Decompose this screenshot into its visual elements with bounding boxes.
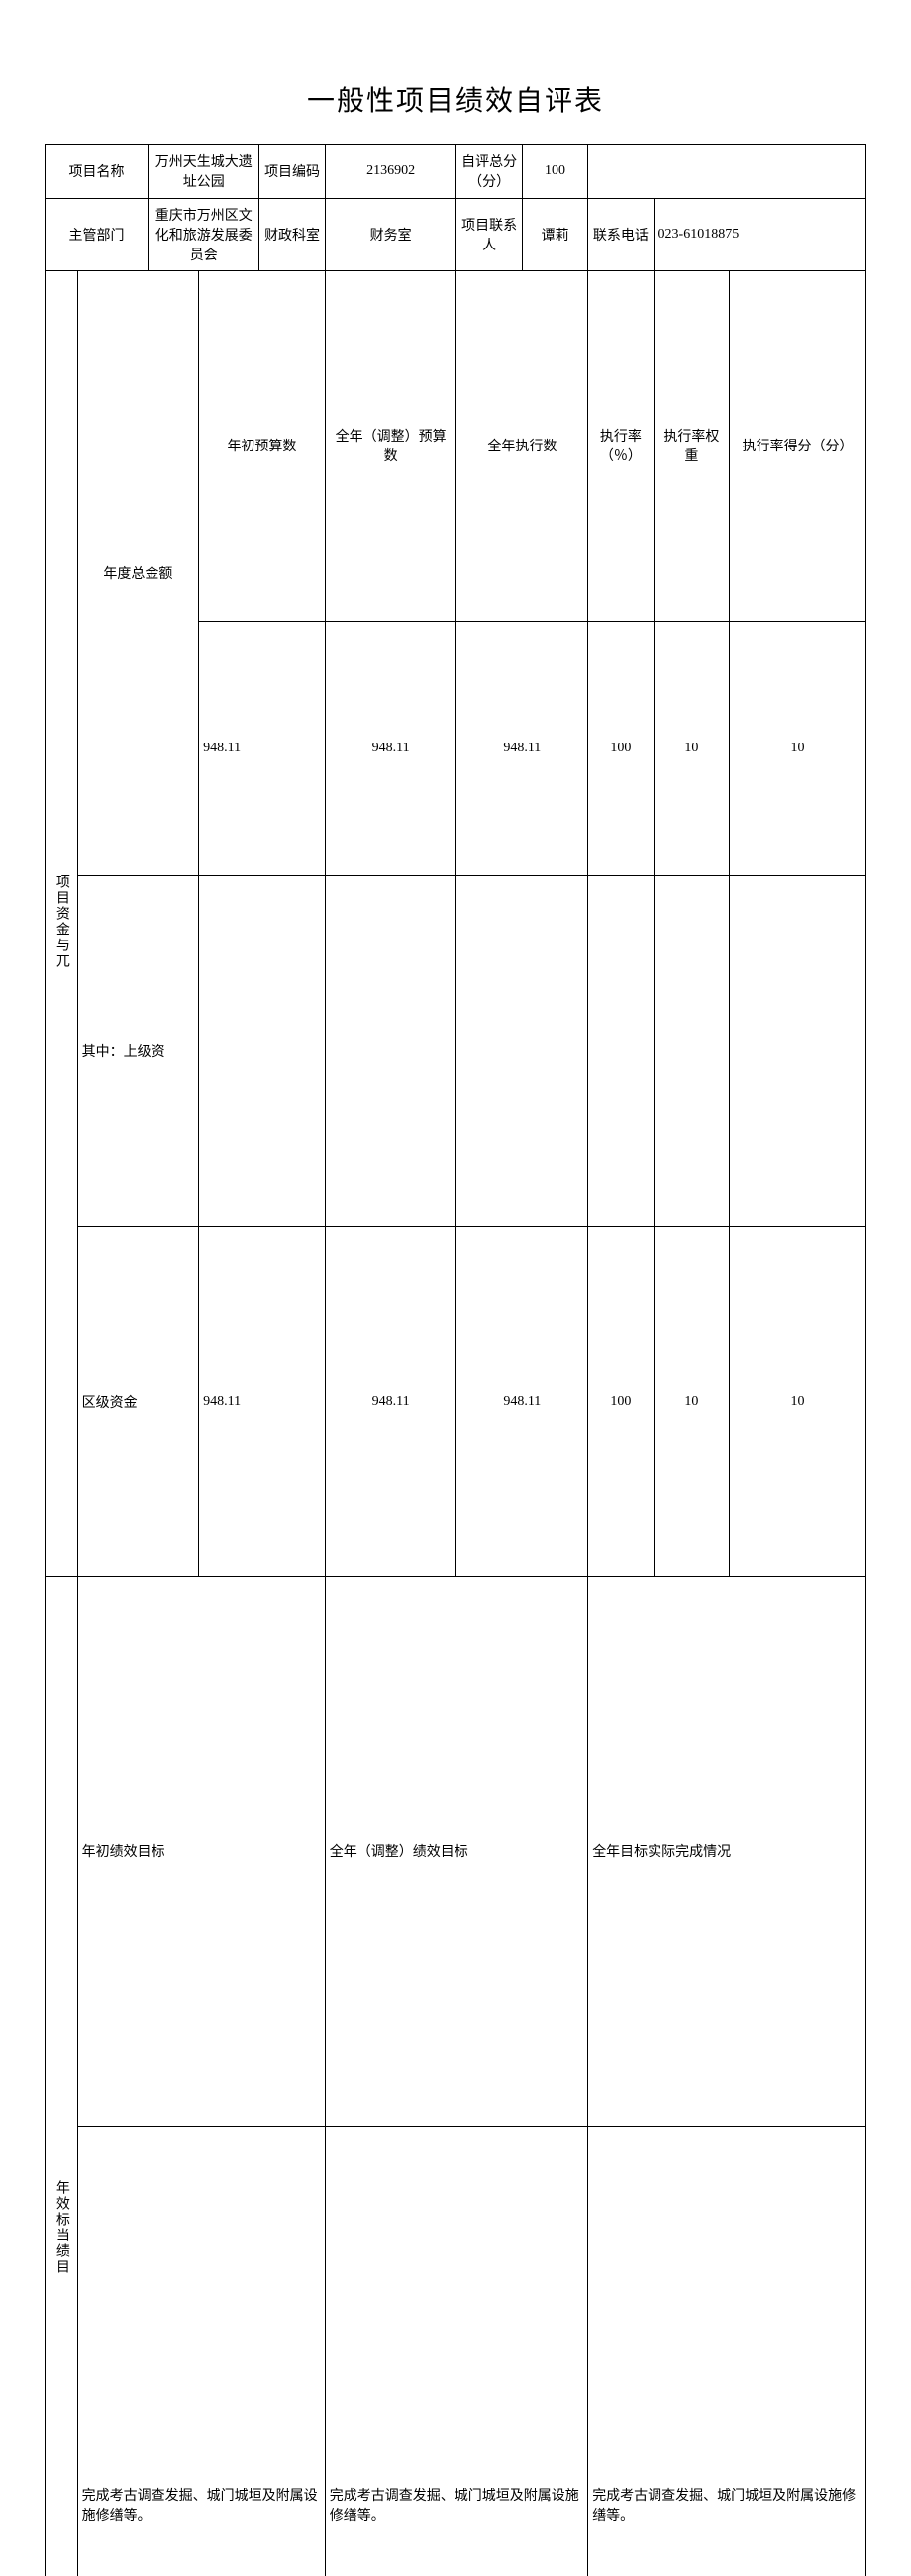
funds-year-label: 全年（调整）预算数 bbox=[325, 271, 456, 622]
project-name-value: 万州天生城大遗址公园 bbox=[149, 145, 259, 199]
funds-upper-initial bbox=[199, 876, 326, 1227]
phone-value: 023-61018875 bbox=[654, 199, 865, 271]
goals-side-label: 年效标当绩目 bbox=[46, 1577, 78, 2576]
goals-year-label: 全年（调整）绩效目标 bbox=[325, 1577, 587, 2127]
funds-upper-score bbox=[730, 876, 866, 1227]
funds-district-year: 948.11 bbox=[325, 1227, 456, 1577]
goals-actual-label: 全年目标实际完成情况 bbox=[588, 1577, 866, 2127]
funds-district-weight: 10 bbox=[654, 1227, 730, 1577]
funds-upper-label: 其中：上级资 bbox=[77, 876, 198, 1227]
funds-upper-rate bbox=[588, 876, 654, 1227]
funds-district-exec: 948.11 bbox=[456, 1227, 588, 1577]
office-label: 财政科室 bbox=[259, 199, 325, 271]
funds-initial-label: 年初预算数 bbox=[199, 271, 326, 622]
goals-initial-value: 完成考古调查发掘、城门城垣及附属设施修缮等。 bbox=[77, 2127, 325, 2576]
project-code-value: 2136902 bbox=[325, 145, 456, 199]
page-title: 一般性项目绩效自评表 bbox=[45, 79, 866, 119]
funds-score-label: 执行率得分（分） bbox=[730, 271, 866, 622]
project-name-label: 项目名称 bbox=[46, 145, 149, 199]
funds-total-score: 10 bbox=[730, 621, 866, 875]
funds-district-score: 10 bbox=[730, 1227, 866, 1577]
self-score-value: 100 bbox=[522, 145, 587, 199]
funds-weight-label: 执行率权重 bbox=[654, 271, 730, 622]
funds-upper-weight bbox=[654, 876, 730, 1227]
evaluation-table: 项目名称 万州天生城大遗址公园 项目编码 2136902 自评总分（分） 100… bbox=[45, 144, 866, 2576]
funds-district-initial: 948.11 bbox=[199, 1227, 326, 1577]
dept-value: 重庆市万州区文化和旅游发展委员会 bbox=[149, 199, 259, 271]
funds-upper-exec bbox=[456, 876, 588, 1227]
funds-total-rate: 100 bbox=[588, 621, 654, 875]
office-value: 财务室 bbox=[325, 199, 456, 271]
funds-total-label: 年度总金额 bbox=[77, 271, 198, 876]
funds-total-year: 948.11 bbox=[325, 621, 456, 875]
funds-total-exec: 948.11 bbox=[456, 621, 588, 875]
contact-value: 谭莉 bbox=[522, 199, 587, 271]
funds-district-label: 区级资金 bbox=[77, 1227, 198, 1577]
funds-district-rate: 100 bbox=[588, 1227, 654, 1577]
goals-year-value: 完成考古调查发掘、城门城垣及附属设施修缮等。 bbox=[325, 2127, 587, 2576]
funds-exec-label: 全年执行数 bbox=[456, 271, 588, 622]
project-code-label: 项目编码 bbox=[259, 145, 325, 199]
dept-label: 主管部门 bbox=[46, 199, 149, 271]
funds-side-label: 项目资金与兀 bbox=[46, 271, 78, 1577]
funds-total-weight: 10 bbox=[654, 621, 730, 875]
phone-label: 联系电话 bbox=[588, 199, 654, 271]
funds-total-initial: 948.11 bbox=[199, 621, 326, 875]
goals-actual-value: 完成考古调查发掘、城门城垣及附属设施修缮等。 bbox=[588, 2127, 866, 2576]
blank-cell bbox=[588, 145, 866, 199]
goals-initial-label: 年初绩效目标 bbox=[77, 1577, 325, 2127]
self-score-label: 自评总分（分） bbox=[456, 145, 522, 199]
funds-rate-label: 执行率（％） bbox=[588, 271, 654, 622]
funds-upper-year bbox=[325, 876, 456, 1227]
contact-label: 项目联系人 bbox=[456, 199, 522, 271]
